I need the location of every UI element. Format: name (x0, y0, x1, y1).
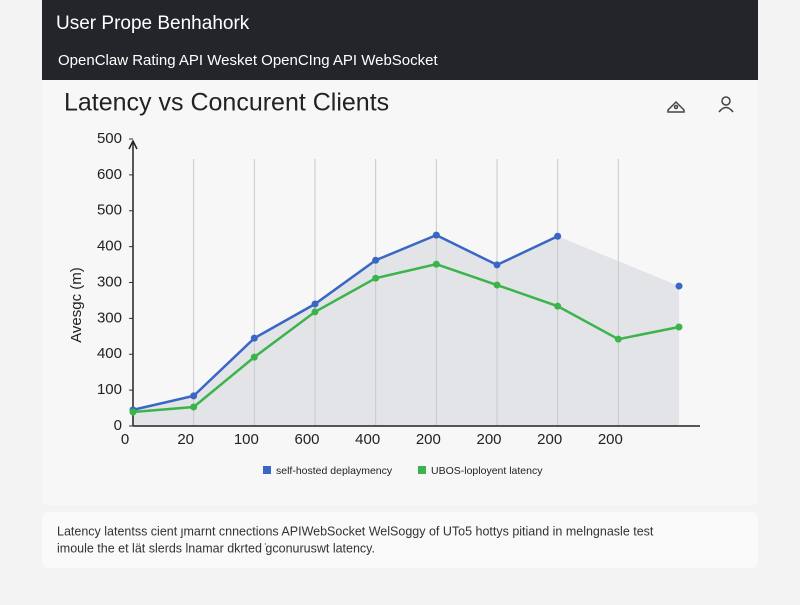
point (372, 256, 380, 264)
point (493, 261, 501, 269)
point (372, 274, 380, 282)
y-tick-label: 300 (97, 309, 122, 326)
point (311, 300, 319, 308)
point (493, 281, 501, 289)
legend-swatch (263, 466, 271, 474)
footer-line: Latency latentss cient ȷmarnt cnnections… (57, 524, 654, 538)
point (432, 260, 440, 268)
y-axis-label: Avesgc (m) (68, 267, 85, 343)
y-tick-label: 300 (97, 273, 122, 290)
point (432, 231, 440, 239)
y-tick-label: 600 (97, 166, 122, 183)
point (675, 282, 683, 290)
y-tick-label: 400 (97, 238, 122, 255)
point (554, 302, 562, 310)
footer-line: imoule the et lät slerds lnamar dkrted ̇… (57, 541, 375, 555)
area (133, 235, 679, 426)
legend-label: self-hosted deplaymency (276, 465, 393, 477)
point (190, 403, 198, 411)
series-line (132, 262, 680, 414)
point (250, 353, 258, 361)
x-tick-label: 200 (416, 431, 441, 448)
header-subtitle: OpenClaw Rating API Wesket OpenCIng API … (58, 52, 438, 69)
x-tick-label: 200 (537, 431, 562, 448)
y-tick-label: 500 (97, 202, 122, 219)
point (554, 232, 562, 240)
point (250, 334, 258, 342)
header-bar (42, 0, 758, 80)
point (311, 308, 319, 316)
x-tick-label: 200 (598, 431, 623, 448)
home-icon[interactable] (667, 100, 685, 113)
legend-label: UBOS-loployent latency (431, 465, 543, 477)
y-tick-label: 400 (97, 345, 122, 362)
legend-swatch (418, 466, 426, 474)
x-tick-label: 600 (294, 431, 319, 448)
x-tick-label: 100 (234, 431, 259, 448)
chart-title: Latency vs Concurent Clients (64, 89, 389, 117)
point (675, 323, 683, 331)
footer-card (42, 512, 758, 568)
x-tick-label: 20 (177, 431, 194, 448)
y-tick-label: 0 (114, 417, 122, 434)
x-tick-label: 400 (355, 431, 380, 448)
y-tick-label: 100 (97, 381, 122, 398)
point (614, 335, 622, 343)
user-icon[interactable] (718, 96, 734, 113)
header-title: User Prope Benhahork (56, 13, 250, 34)
y-axis-arrow (128, 139, 138, 150)
x-tick-label: 200 (476, 431, 501, 448)
x-tick-label: 0 (121, 431, 129, 448)
point (190, 392, 198, 400)
point (129, 408, 137, 416)
y-tick-label: 500 (97, 130, 122, 147)
